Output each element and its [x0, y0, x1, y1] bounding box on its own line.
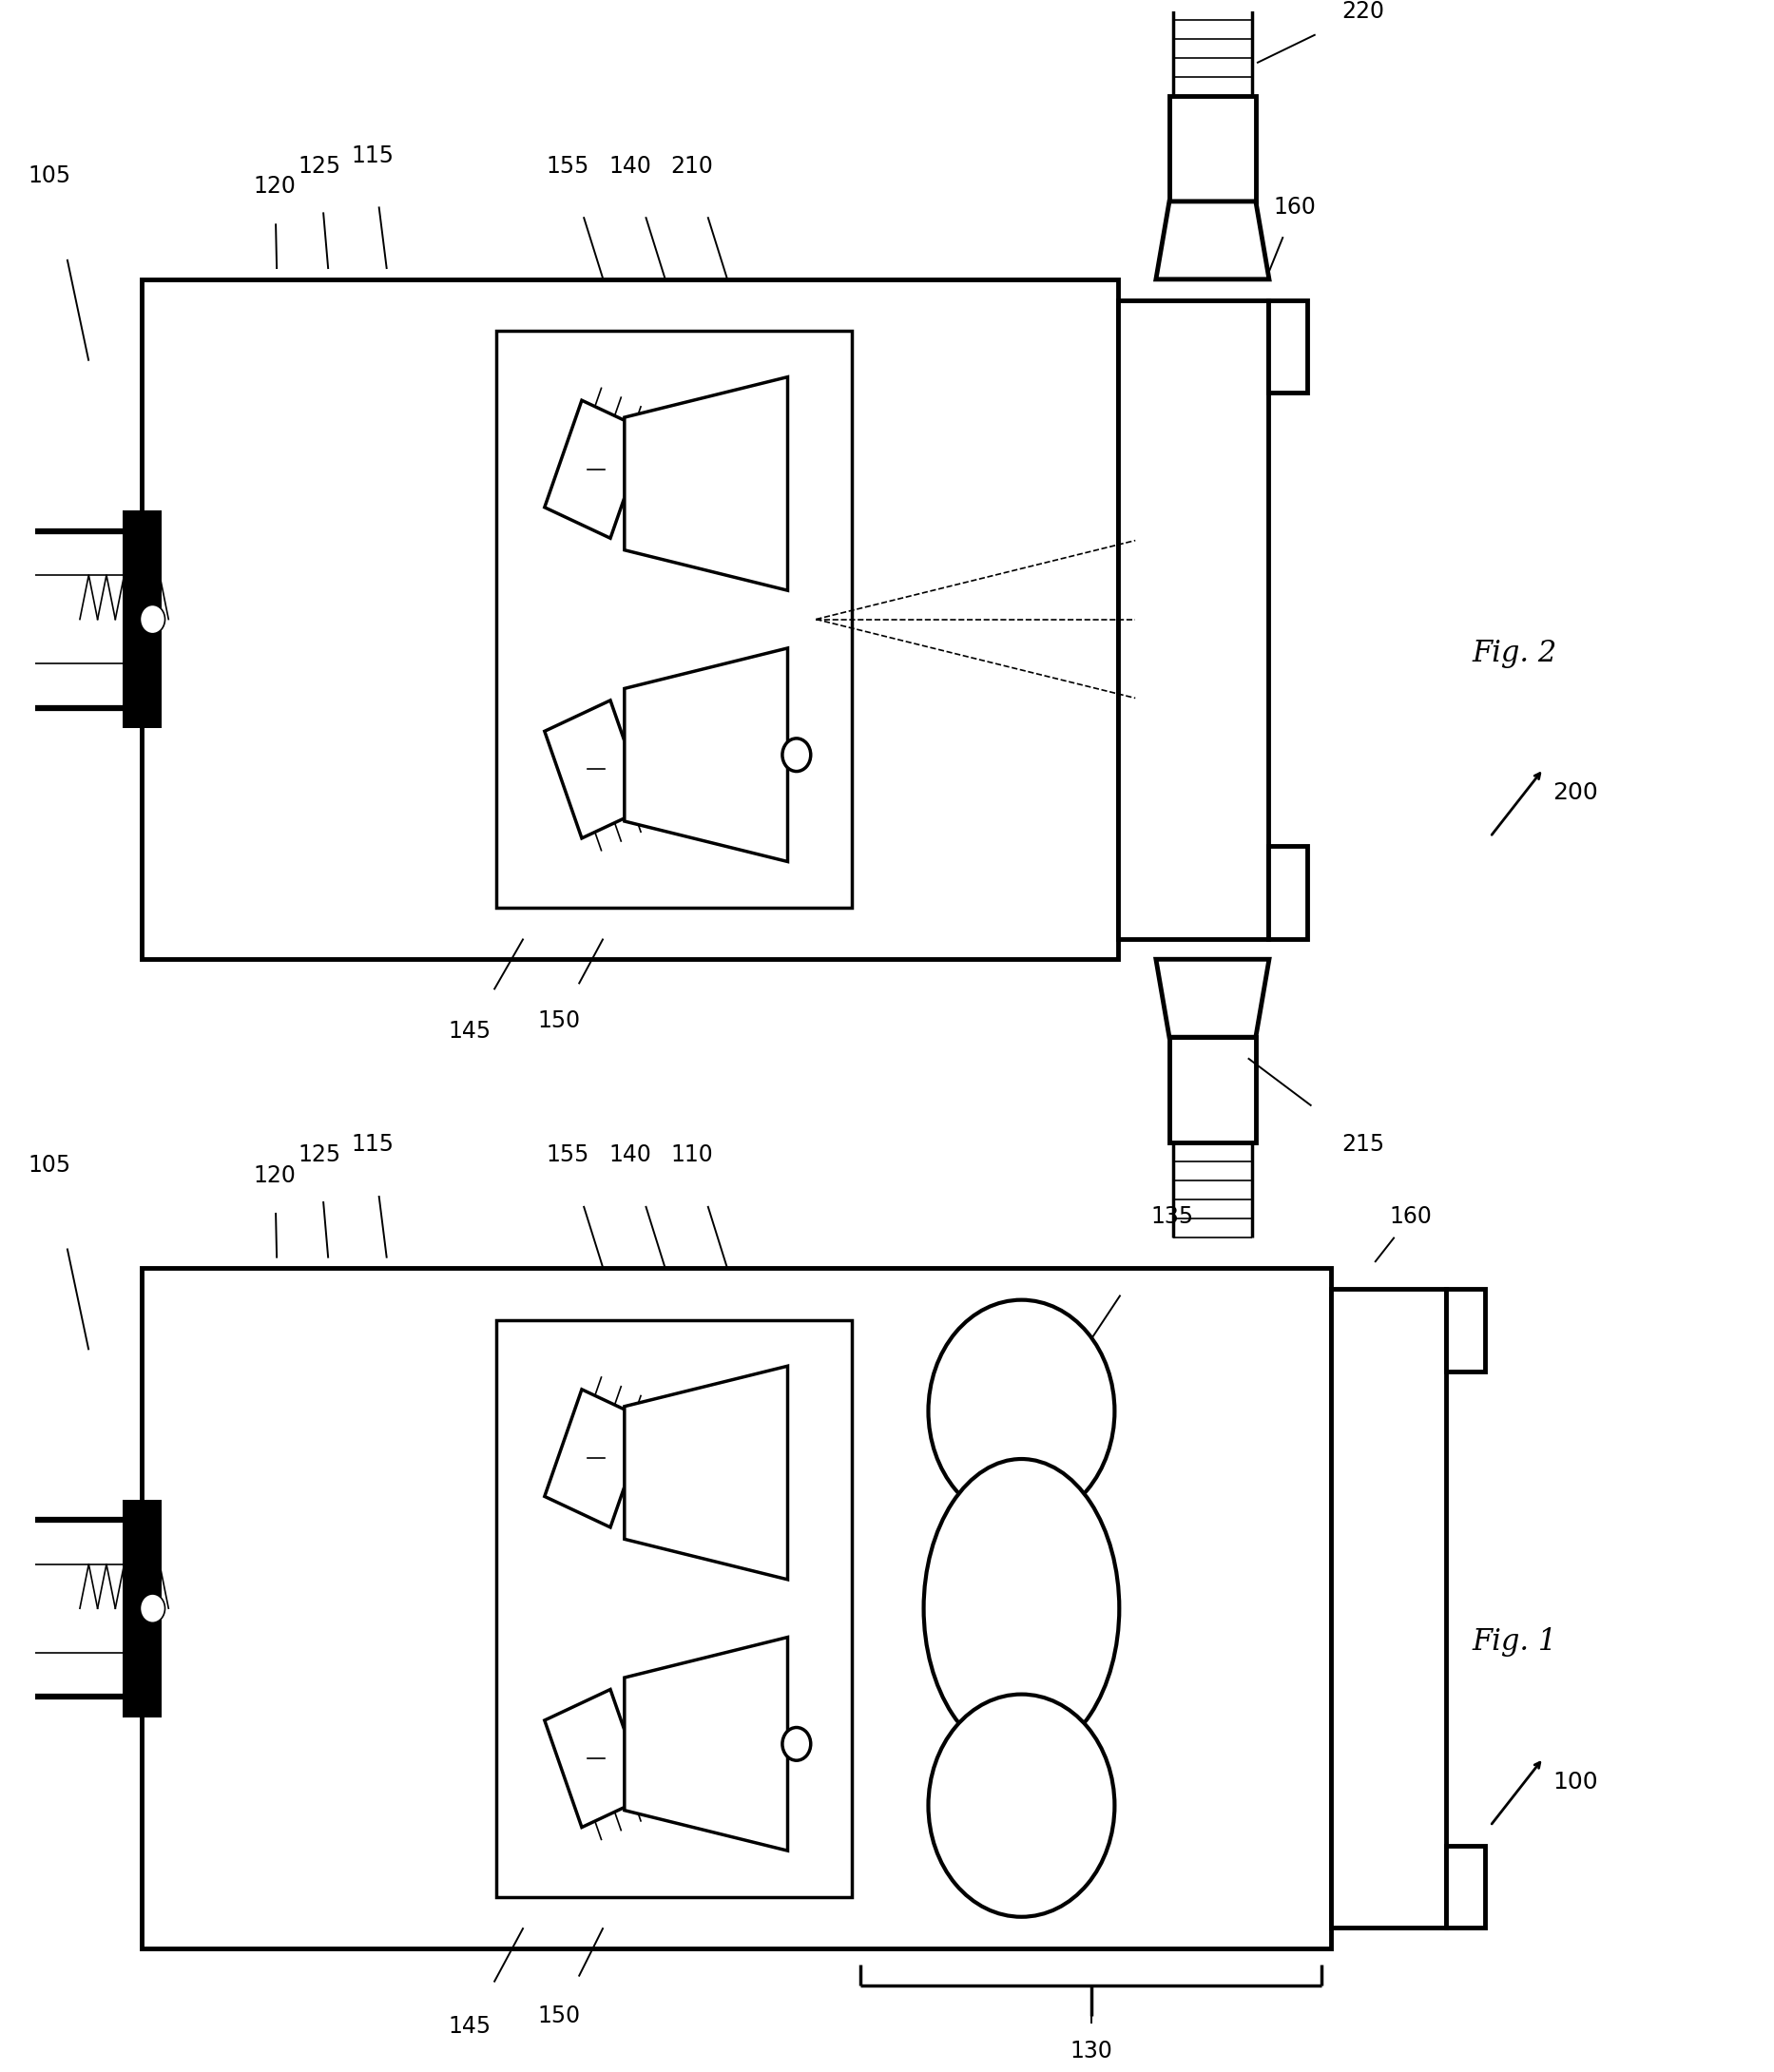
Bar: [1446, 1846, 1485, 1927]
Polygon shape: [624, 1637, 788, 1850]
Bar: [1330, 1289, 1446, 1927]
Text: 150: 150: [538, 2006, 580, 2028]
Text: 125: 125: [298, 1144, 341, 1167]
Polygon shape: [624, 377, 788, 591]
Text: 155: 155: [546, 1144, 589, 1167]
Text: 140: 140: [608, 155, 651, 178]
Polygon shape: [545, 1390, 648, 1527]
Bar: [1169, 1038, 1256, 1144]
Text: 145: 145: [449, 2016, 491, 2039]
Polygon shape: [624, 1365, 788, 1579]
Circle shape: [140, 1593, 165, 1622]
Text: 105: 105: [28, 1154, 71, 1177]
Text: 130: 130: [1070, 2041, 1112, 2064]
Text: 120: 120: [254, 176, 296, 199]
Polygon shape: [545, 1689, 648, 1828]
Text: 155: 155: [546, 155, 589, 178]
Bar: [142, 280, 1118, 959]
Text: 150: 150: [538, 1009, 580, 1032]
Text: 140: 140: [608, 1144, 651, 1167]
Bar: [1169, 95, 1256, 201]
Polygon shape: [545, 400, 648, 539]
Text: 120: 120: [254, 1164, 296, 1187]
Text: 125: 125: [298, 155, 341, 178]
Text: 200: 200: [1552, 781, 1598, 804]
Bar: [497, 1320, 852, 1896]
Bar: [122, 1500, 161, 1718]
Circle shape: [140, 605, 165, 634]
Text: 145: 145: [449, 1019, 491, 1042]
Bar: [122, 510, 161, 727]
Bar: [1268, 845, 1307, 939]
Text: Fig. 2: Fig. 2: [1472, 638, 1558, 667]
Text: 215: 215: [1341, 1133, 1385, 1156]
Polygon shape: [1157, 201, 1268, 280]
Text: 115: 115: [351, 1133, 394, 1156]
Polygon shape: [624, 649, 788, 862]
Text: 220: 220: [1341, 0, 1385, 23]
Bar: [1268, 300, 1307, 392]
Bar: [1446, 1289, 1485, 1372]
Polygon shape: [1157, 959, 1268, 1038]
Ellipse shape: [928, 1695, 1114, 1917]
Text: 115: 115: [351, 145, 394, 168]
Polygon shape: [545, 700, 648, 839]
Ellipse shape: [928, 1299, 1114, 1523]
Bar: [497, 332, 852, 908]
Text: 160: 160: [1274, 195, 1316, 218]
Ellipse shape: [924, 1459, 1119, 1757]
Text: 135: 135: [1151, 1206, 1194, 1229]
Text: 110: 110: [671, 1144, 713, 1167]
Text: Fig. 1: Fig. 1: [1472, 1629, 1558, 1658]
Text: 160: 160: [1389, 1206, 1432, 1229]
Bar: [1118, 300, 1268, 939]
Bar: [142, 1268, 1330, 1948]
Text: 210: 210: [671, 155, 713, 178]
Text: 100: 100: [1552, 1769, 1598, 1792]
Circle shape: [782, 738, 811, 771]
Circle shape: [782, 1728, 811, 1761]
Text: 105: 105: [28, 166, 71, 189]
